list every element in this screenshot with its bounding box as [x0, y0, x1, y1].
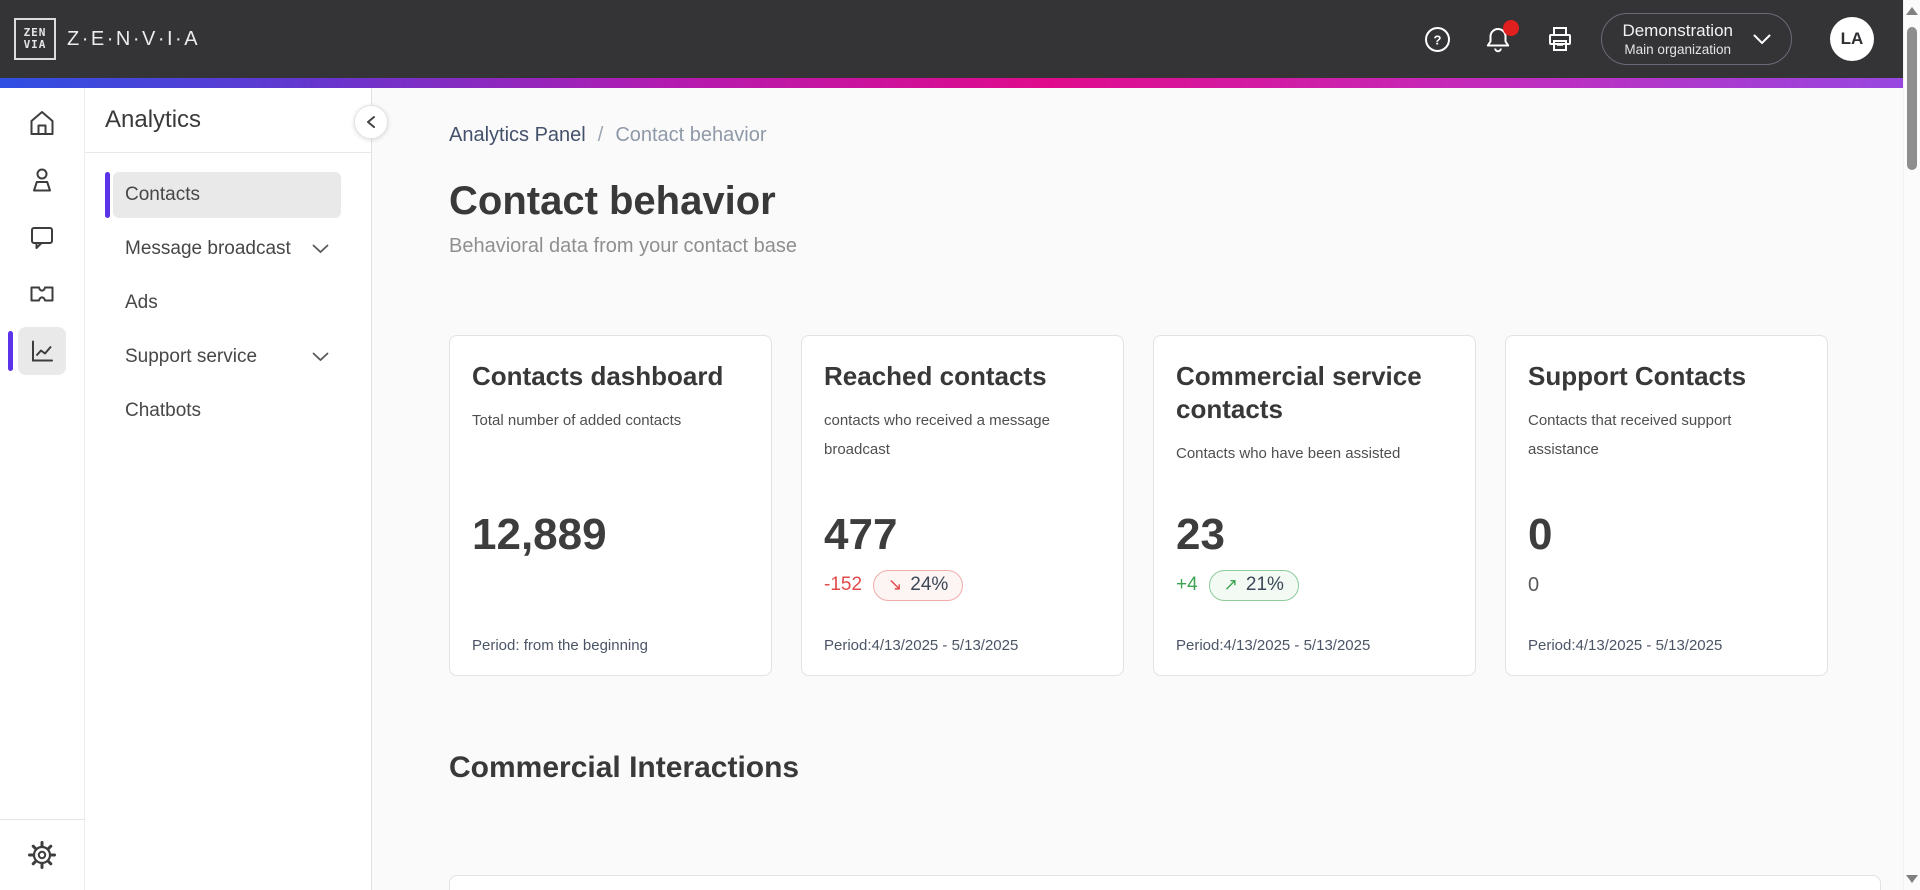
notifications-bell-icon[interactable] — [1484, 19, 1520, 54]
breadcrumb-analytics-panel[interactable]: Analytics Panel — [449, 124, 586, 146]
section-title-commercial-interactions: Commercial Interactions — [449, 751, 800, 784]
delta-value: 0 — [1528, 573, 1540, 596]
arrow-down-right-icon: ↘ — [888, 574, 903, 594]
card-period: Period:4/13/2025 - 5/13/2025 — [824, 637, 1019, 654]
menu-item-ads[interactable]: Ads — [113, 280, 341, 326]
card-reached-contacts: Reached contacts contacts who received a… — [801, 335, 1124, 676]
menu-item-message-broadcast[interactable]: Message broadcast — [113, 226, 341, 272]
card-delta-row: -152 ↘ 24% — [824, 569, 964, 601]
menu-item-label: Contacts — [125, 184, 200, 205]
scrollbar-down-arrow[interactable] — [1906, 875, 1918, 883]
vertical-scrollbar — [1903, 0, 1920, 890]
card-period: Period: from the beginning — [472, 637, 648, 654]
chevron-left-icon — [367, 116, 375, 128]
organization-subtitle: Main organization — [1624, 42, 1731, 57]
card-description: Total number of added contacts — [472, 412, 682, 429]
trend-badge-up: ↗ 21% — [1208, 569, 1299, 601]
commercial-interactions-card — [449, 875, 1881, 890]
card-description: Contacts that received support assistanc… — [1528, 412, 1732, 458]
card-commercial-service-contacts: Commercial service contacts Contacts who… — [1153, 335, 1476, 676]
card-delta-row: 0 — [1528, 570, 1539, 600]
page-title: Contact behavior — [449, 179, 776, 223]
analytics-side-panel: Analytics Contacts Message broadcast Ads — [85, 88, 388, 890]
card-title: Reached contacts — [824, 361, 1047, 391]
collapse-panel-button[interactable] — [354, 105, 388, 139]
card-value: 23 — [1176, 510, 1225, 559]
chart-line-icon — [32, 340, 53, 362]
brand-wordmark: Z·E·N·V·I·A — [67, 27, 201, 50]
chevron-down-icon — [312, 352, 329, 362]
brand-gradient-bar — [0, 78, 1903, 88]
topbar-actions: ? Demonstration — [1424, 13, 1874, 65]
delta-percent: 21% — [1245, 573, 1284, 595]
card-support-contacts: Support Contacts Contacts that received … — [1505, 335, 1828, 676]
menu-item-support-service[interactable]: Support service — [113, 334, 341, 380]
delta-value: +4 — [1176, 574, 1198, 595]
home-icon — [30, 111, 54, 135]
organization-name: Demonstration — [1622, 21, 1733, 40]
card-description: Contacts who have been assisted — [1176, 445, 1401, 462]
card-period: Period:4/13/2025 - 5/13/2025 — [1176, 637, 1371, 654]
panel-title: Analytics — [85, 88, 371, 153]
logo-line-2: VIA — [23, 38, 47, 51]
logo-line-1: ZEN — [23, 26, 47, 39]
menu-item-label: Message broadcast — [125, 238, 291, 259]
icon-rail — [0, 88, 85, 890]
body-row: Analytics Contacts Message broadcast Ads — [0, 88, 1903, 890]
menu-item-label: Ads — [125, 292, 158, 313]
person-icon — [33, 168, 51, 192]
delta-value: -152 — [824, 574, 863, 595]
rail-item-tickets[interactable] — [18, 270, 66, 318]
card-title: Support Contacts — [1528, 361, 1747, 391]
panel-menu: Contacts Message broadcast Ads Support s… — [85, 153, 371, 434]
user-avatar[interactable]: LA — [1830, 17, 1874, 61]
menu-item-chatbots[interactable]: Chatbots — [113, 388, 341, 434]
svg-text:?: ? — [1434, 32, 1442, 47]
scrollbar-thumb[interactable] — [1907, 27, 1917, 170]
card-value: 0 — [1528, 510, 1553, 559]
card-value: 477 — [824, 510, 898, 559]
scrollbar-up-arrow[interactable] — [1906, 7, 1918, 15]
main-content: Analytics Panel / Contact behavior Conta… — [372, 88, 1903, 890]
menu-item-label: Support service — [125, 346, 258, 367]
breadcrumb: Analytics Panel / Contact behavior — [449, 123, 1903, 147]
card-period: Period:4/13/2025 - 5/13/2025 — [1528, 637, 1723, 654]
chevron-down-icon — [312, 244, 329, 254]
trend-badge-down: ↘ 24% — [873, 569, 964, 601]
top-bar: ZEN VIA Z·E·N·V·I·A ? — [0, 0, 1903, 78]
card-delta-row: +4 ↗ 21% — [1176, 569, 1299, 601]
card-title: Contacts dashboard — [472, 361, 724, 391]
rail-item-contacts[interactable] — [18, 156, 66, 204]
card-description: contacts who received a message broadcas… — [824, 412, 1050, 458]
card-contacts-dashboard: Contacts dashboard Total number of added… — [449, 335, 772, 676]
arrow-up-right-icon: ↗ — [1223, 574, 1238, 594]
chevron-down-icon — [1753, 34, 1771, 44]
page-subtitle: Behavioral data from your contact base — [449, 235, 797, 257]
card-title: Commercial service contacts — [1176, 361, 1422, 424]
metric-cards-row: Contacts dashboard Total number of added… — [449, 335, 1903, 676]
rail-item-analytics[interactable] — [8, 327, 66, 375]
rail-divider — [0, 819, 85, 820]
breadcrumb-current: Contact behavior — [615, 124, 767, 146]
menu-item-contacts[interactable]: Contacts — [105, 172, 341, 218]
ticket-icon — [30, 286, 54, 302]
chat-bubble-icon — [31, 227, 53, 249]
rail-item-settings[interactable] — [18, 831, 66, 879]
notification-badge — [1503, 19, 1520, 36]
menu-item-label: Chatbots — [125, 400, 202, 421]
breadcrumb-separator: / — [597, 124, 604, 146]
delta-percent: 24% — [910, 573, 949, 595]
rail-item-home[interactable] — [18, 99, 66, 147]
gear-icon — [28, 841, 56, 869]
organization-switcher[interactable]: Demonstration Main organization — [1601, 13, 1792, 65]
printer-icon[interactable] — [1545, 25, 1575, 53]
rail-item-conversations[interactable] — [18, 213, 66, 261]
card-value: 12,889 — [472, 510, 607, 559]
zenvia-logo-icon[interactable]: ZEN VIA — [14, 18, 56, 60]
help-icon[interactable]: ? — [1424, 26, 1451, 53]
organization-names: Demonstration Main organization — [1622, 20, 1733, 58]
